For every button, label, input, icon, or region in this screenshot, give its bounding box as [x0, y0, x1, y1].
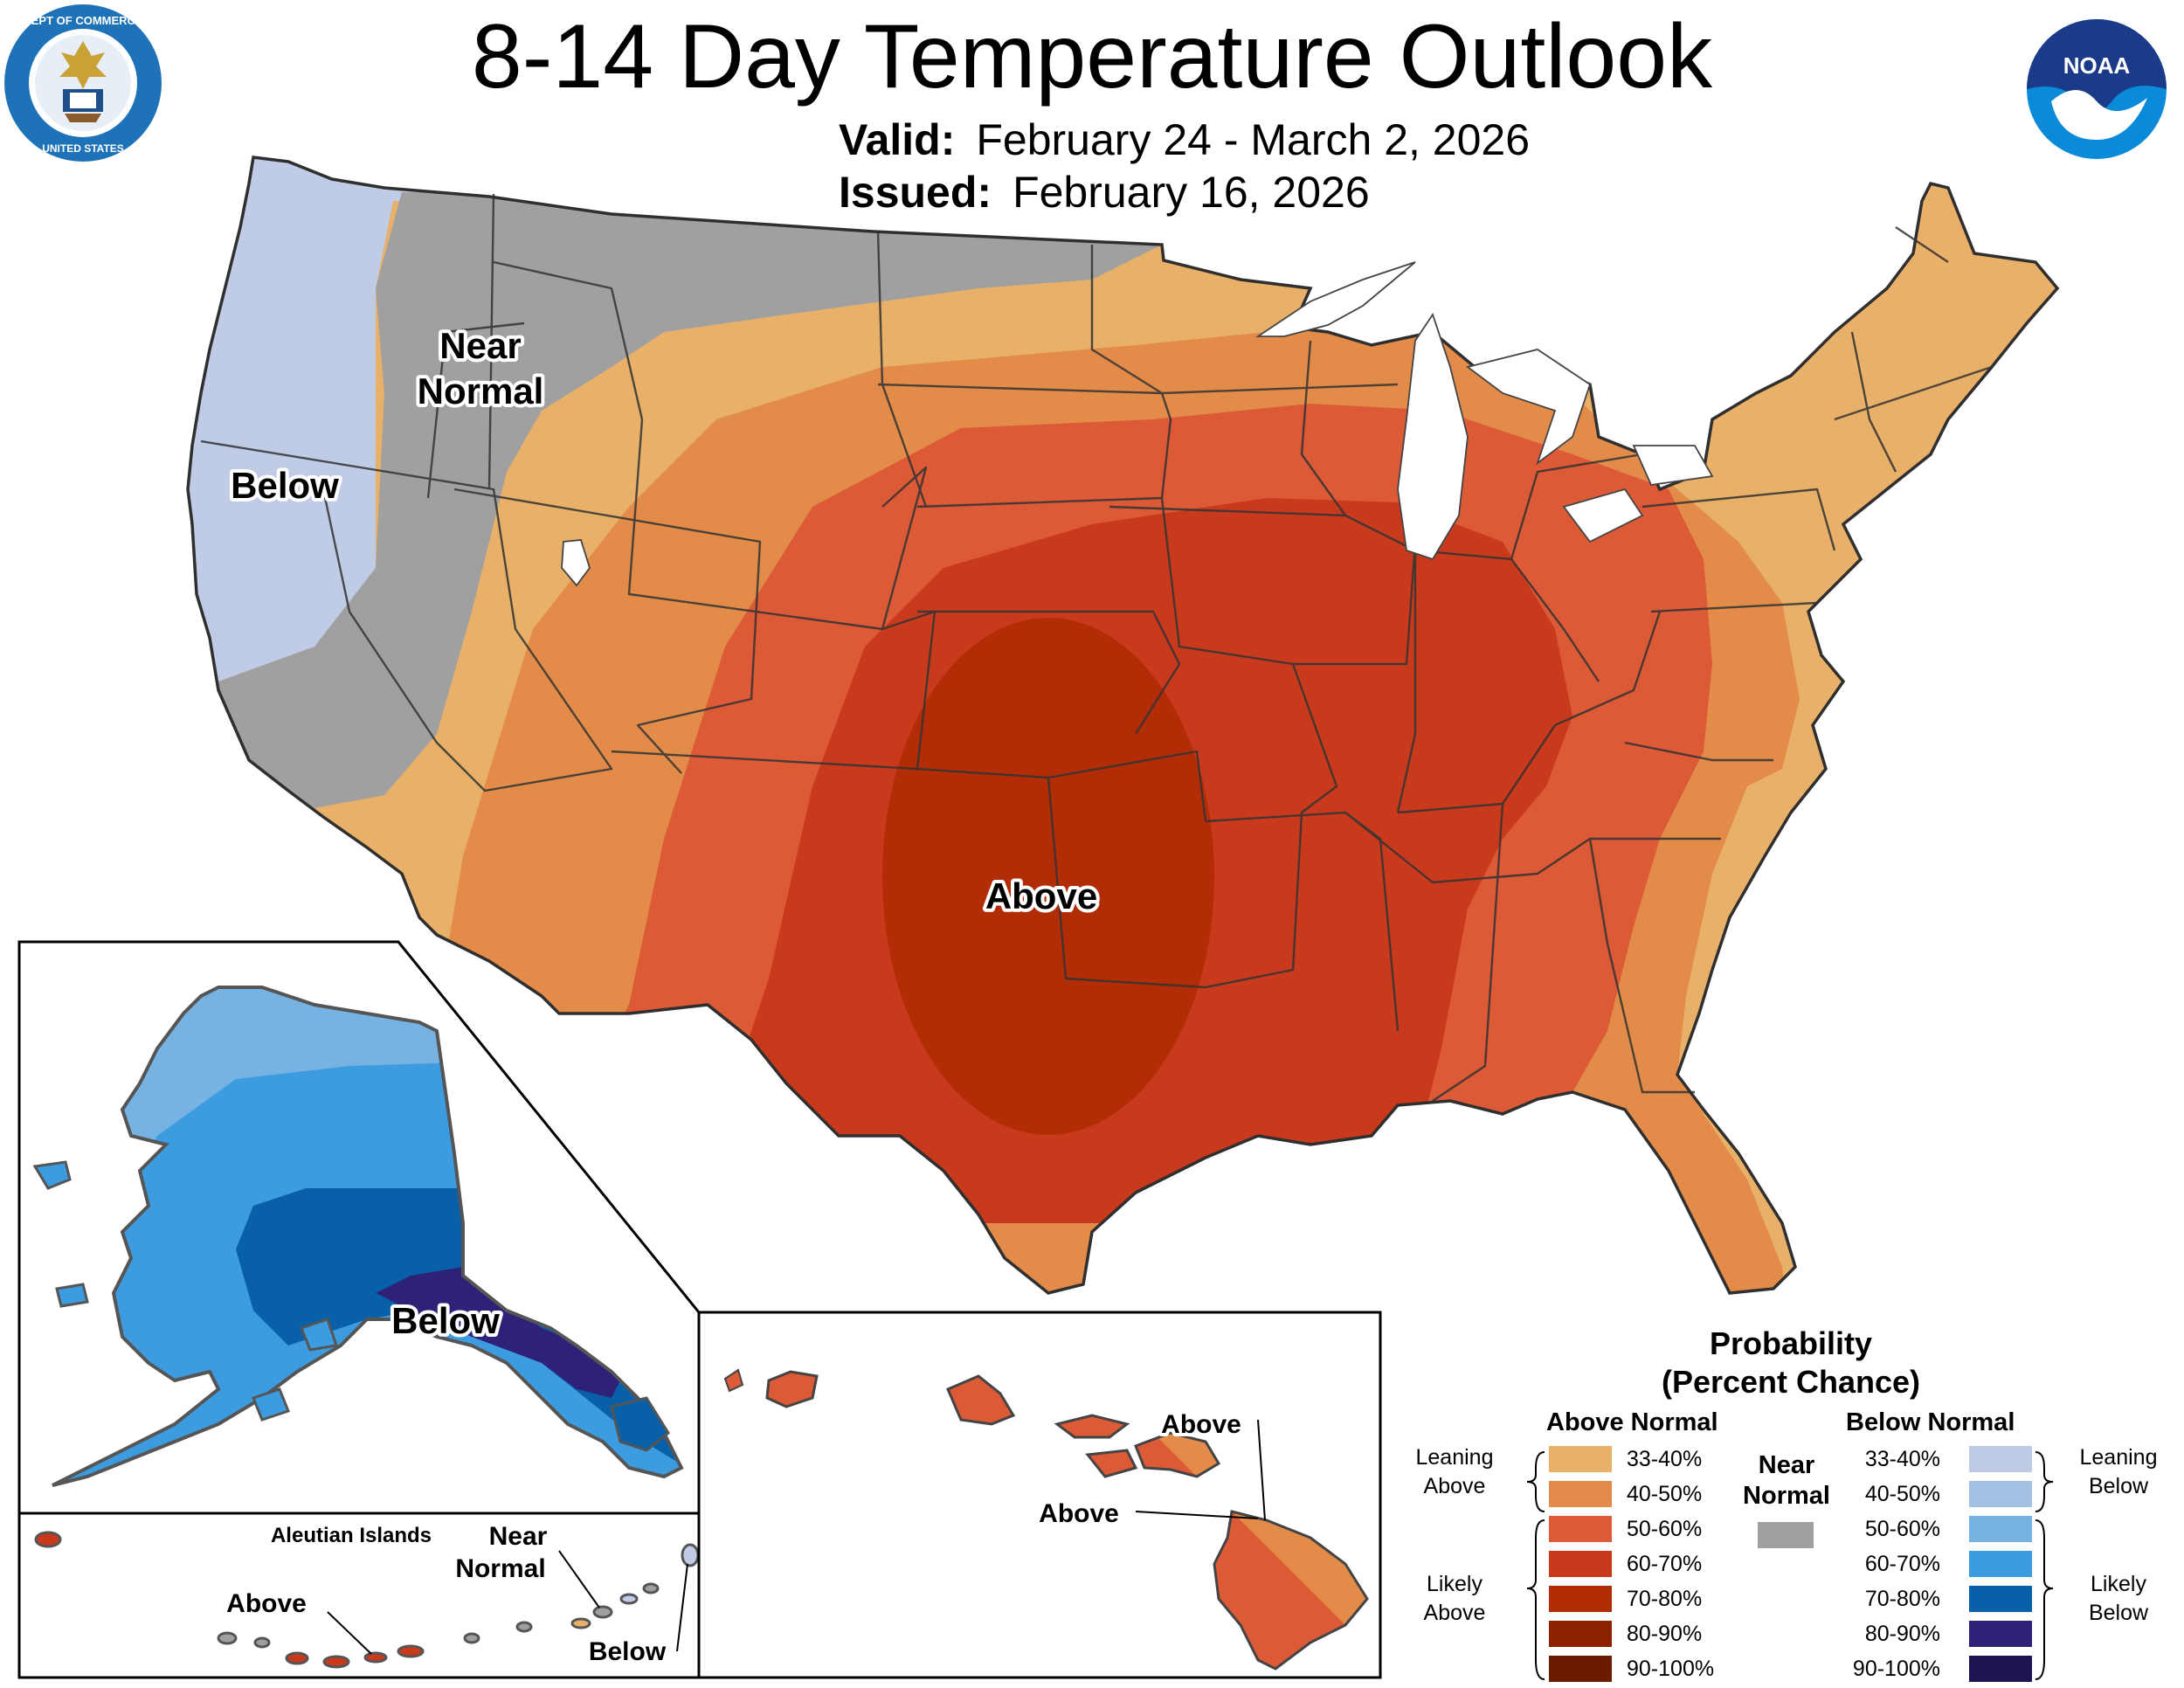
legend-title-line2: (Percent Chance) — [1661, 1364, 1921, 1400]
legend-below-pct-1: 40-50% — [1864, 1482, 1940, 1506]
commerce-seal-logo: DEPT OF COMMERCE UNITED STATES — [2, 2, 164, 164]
page-title: 8-14 Day Temperature Outlook — [471, 6, 1713, 107]
legend-above-swatch-3 — [1549, 1551, 1612, 1577]
aleutian-islands-shapes — [34, 1531, 700, 1669]
seal-text-bottom: UNITED STATES — [42, 142, 124, 155]
issued-label: Issued: — [839, 168, 992, 217]
label-conus-below: Below — [231, 465, 339, 506]
label-hawaii-above-1: Above — [1161, 1410, 1241, 1439]
legend-likely-below-1: Likely — [2091, 1572, 2146, 1596]
label-aleutian-above: Above — [226, 1589, 307, 1618]
legend-below-swatch-2 — [1969, 1516, 2032, 1542]
legend-above-pct-5: 80-90% — [1627, 1622, 1703, 1646]
aleutian-leader-lines — [327, 1550, 688, 1655]
legend-below-swatch-4 — [1969, 1586, 2032, 1612]
legend-below-header: Below Normal — [1846, 1408, 2015, 1436]
legend-above-pct-0: 33-40% — [1627, 1447, 1703, 1471]
legend-above-swatch-5 — [1549, 1621, 1612, 1647]
legend-above-swatch-1 — [1549, 1481, 1612, 1507]
legend-leaning-above-1: Leaning — [1415, 1445, 1494, 1470]
legend-brackets — [1526, 1451, 2054, 1680]
legend-above-pct-2: 50-60% — [1627, 1517, 1703, 1541]
legend-below-pct-4: 70-80% — [1864, 1587, 1940, 1611]
legend-above-pct-6: 90-100% — [1627, 1657, 1715, 1681]
legend-below-pct-6: 90-100% — [1852, 1657, 1940, 1681]
legend-likely-above-2: Above — [1423, 1601, 1486, 1625]
noaa-logo-text: NOAA — [2063, 52, 2131, 79]
legend-near-normal-swatch — [1758, 1522, 1814, 1548]
legend-above-swatch-2 — [1549, 1516, 1612, 1542]
legend-above-header: Above Normal — [1546, 1408, 1718, 1436]
hawaii-leader-lines — [1135, 1419, 1266, 1521]
alaska-inset — [17, 940, 701, 1515]
legend-above-pct-1: 40-50% — [1627, 1482, 1703, 1506]
valid-value: February 24 - March 2, 2026 — [976, 115, 1531, 164]
legend-above-swatch-0 — [1549, 1446, 1612, 1472]
legend-leaning-below: Leaning Below — [2062, 1443, 2175, 1501]
legend-leaning-above-2: Above — [1423, 1474, 1486, 1498]
label-conus-near-normal-2: Normal — [418, 370, 544, 412]
legend-below-swatch-5 — [1969, 1621, 2032, 1647]
legend-likely-below-2: Below — [2088, 1601, 2149, 1625]
legend-likely-above-1: Likely — [1427, 1572, 1482, 1596]
legend-below-swatch-6 — [1969, 1656, 2032, 1682]
legend-near-normal: Near Normal — [1730, 1450, 1843, 1512]
legend-below-pct-2: 50-60% — [1864, 1517, 1940, 1541]
issued-line: Issued: February 16, 2026 — [839, 166, 1370, 218]
label-hawaii-above-2: Above — [1039, 1499, 1119, 1528]
great-lakes — [561, 261, 1714, 587]
legend-below-pct-5: 80-90% — [1864, 1622, 1940, 1646]
legend-above-swatch-4 — [1549, 1586, 1612, 1612]
ak-80-90-region — [376, 1267, 629, 1398]
legend-below-swatch-0 — [1969, 1446, 2032, 1472]
legend-below-pct-0: 33-40% — [1864, 1447, 1940, 1471]
legend-leaning-above: Leaning Above — [1398, 1443, 1511, 1501]
legend-title: Probability (Percent Chance) — [1607, 1325, 1974, 1401]
map-labels: Near Normal Below Above Below Near Norma… — [223, 322, 1245, 1670]
legend-below-pct-3: 60-70% — [1864, 1552, 1940, 1576]
legend-near-normal-1: Near — [1758, 1451, 1815, 1479]
legend-below-swatch-1 — [1969, 1481, 2032, 1507]
hawaii-islands-outline — [765, 1370, 1369, 1671]
legend-leaning-below-1: Leaning — [2079, 1445, 2158, 1470]
label-aleutian-title: Aleutian Islands — [271, 1524, 432, 1547]
aleutian-inset — [17, 1512, 701, 1679]
label-aleutian-near-1: Near — [489, 1522, 548, 1551]
issued-value: February 16, 2026 — [1013, 168, 1370, 217]
legend-likely-above: Likely Above — [1398, 1570, 1511, 1628]
conus-70-80-region — [882, 618, 1214, 1135]
valid-label: Valid: — [839, 115, 956, 164]
legend-near-normal-2: Normal — [1743, 1482, 1830, 1510]
label-aleutian-below: Below — [589, 1637, 667, 1666]
legend-below-swatch-3 — [1969, 1551, 2032, 1577]
label-conus-above: Above — [985, 875, 1097, 917]
legend-leaning-below-2: Below — [2088, 1474, 2149, 1498]
seal-text-top: DEPT OF COMMERCE — [23, 14, 143, 27]
conus-near-normal-region — [188, 192, 1162, 808]
legend-likely-below: Likely Below — [2062, 1570, 2175, 1628]
legend-title-line1: Probability — [1709, 1325, 1873, 1361]
legend-above-pct-3: 60-70% — [1627, 1552, 1703, 1576]
noaa-logo: NOAA — [2025, 17, 2168, 161]
label-alaska-below: Below — [391, 1300, 500, 1341]
label-conus-near-normal-1: Near — [439, 325, 521, 366]
label-aleutian-near-2: Normal — [455, 1554, 545, 1583]
legend-above-swatch-6 — [1549, 1656, 1612, 1682]
ak-islands — [32, 1160, 670, 1452]
hawaii-inset — [697, 1311, 1382, 1679]
valid-line: Valid: February 24 - March 2, 2026 — [839, 114, 1530, 166]
legend-above-pct-4: 70-80% — [1627, 1587, 1703, 1611]
